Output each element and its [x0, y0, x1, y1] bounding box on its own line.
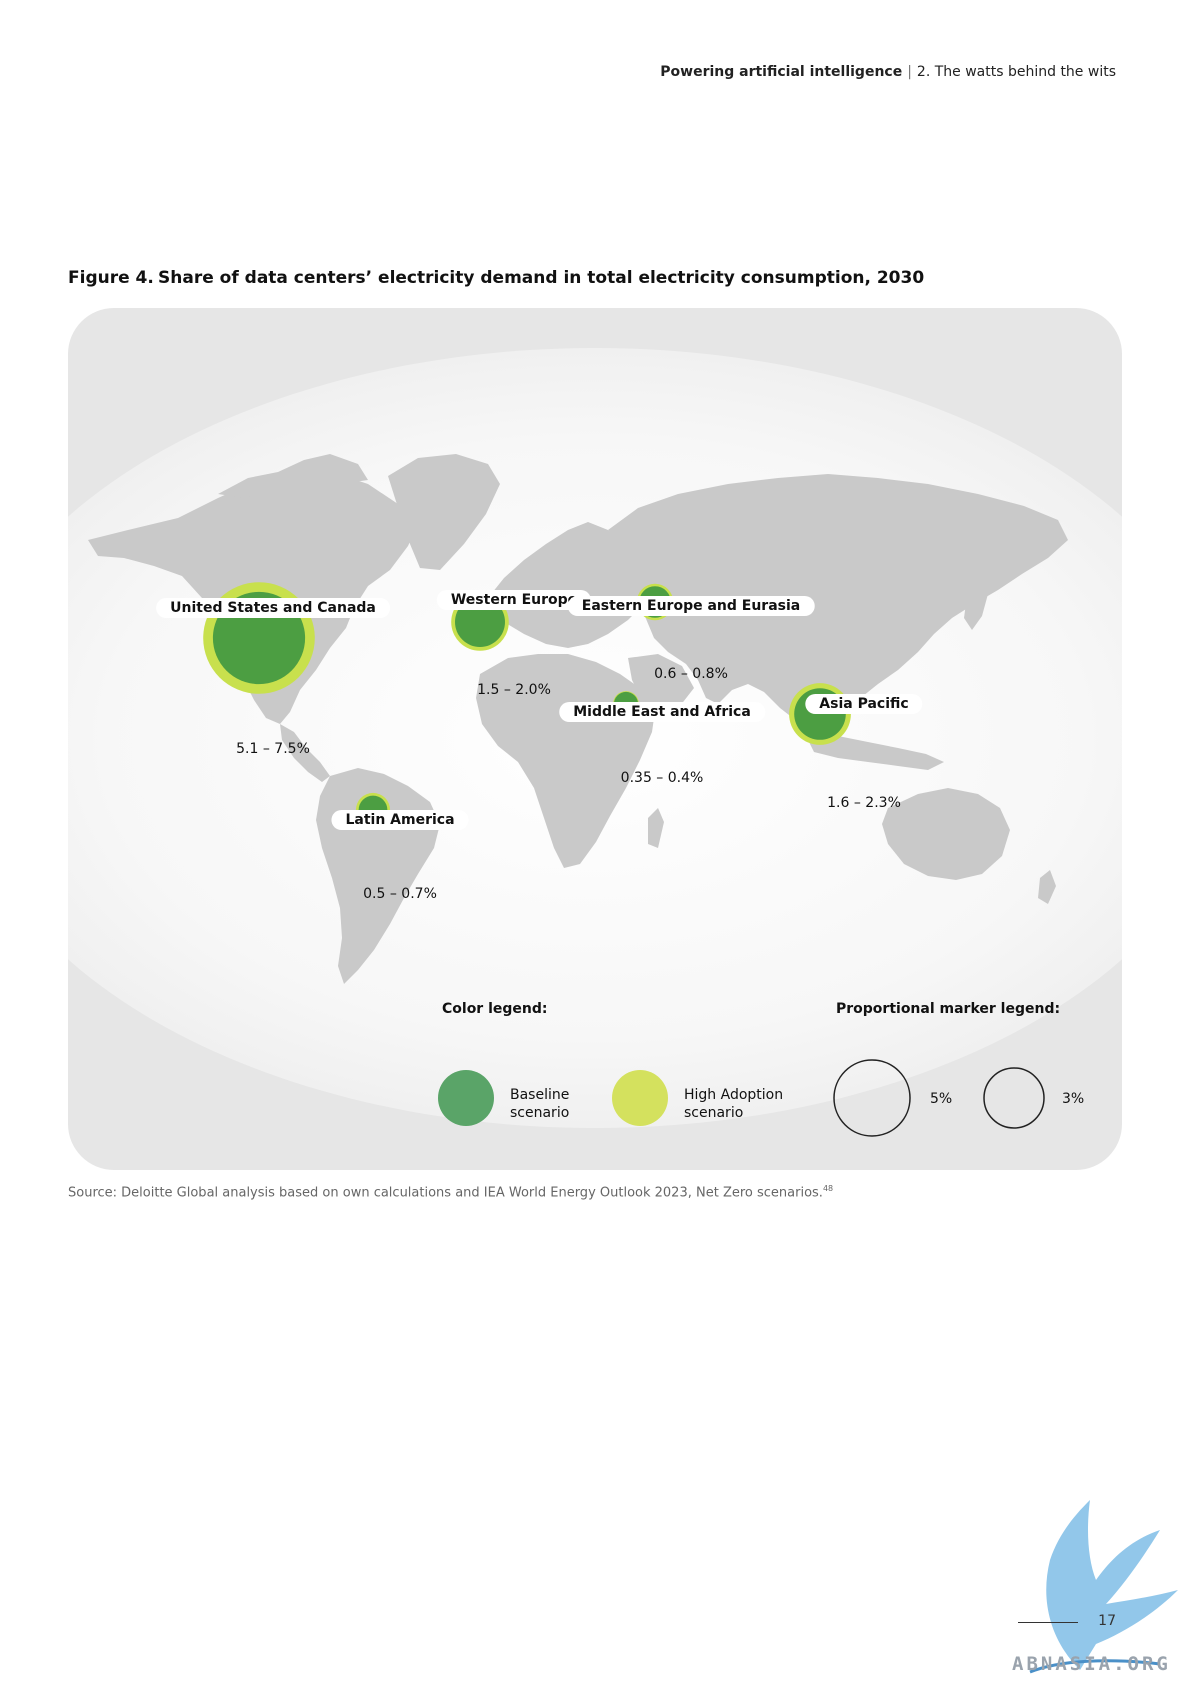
source-text: Source: Deloitte Global analysis based o…: [68, 1185, 823, 1201]
region-range-middle-east-africa: 0.35 – 0.4%: [620, 770, 704, 786]
region-label-latin-america: Latin America: [331, 810, 469, 830]
region-label-asia-pacific: Asia Pacific: [805, 694, 923, 714]
legend-high-adoption-marker: [612, 1070, 668, 1126]
legend-high-line2: scenario: [684, 1105, 744, 1121]
header-separator: |: [907, 64, 912, 80]
land-australia: [882, 788, 1010, 880]
region-label-middle-east-africa: Middle East and Africa: [559, 702, 765, 722]
land-greenland: [388, 454, 500, 570]
region-range-asia-pacific: 1.6 – 2.3%: [827, 795, 901, 811]
land-indonesia: [808, 736, 944, 770]
figure-number: Figure 4.: [68, 268, 154, 288]
legend-high-line1: High Adoption: [684, 1087, 784, 1103]
land-new-zealand: [1038, 870, 1056, 904]
legend-marker-3pct-label: 3%: [1062, 1091, 1085, 1107]
world-map: [68, 348, 1122, 1137]
legend-marker-5pct: [833, 1059, 911, 1137]
marker-legend-title: Proportional marker legend:: [836, 1001, 1061, 1017]
watermark-logo: [1029, 1500, 1178, 1674]
legend-marker-3pct: [983, 1067, 1045, 1129]
map-panel: United States and Canada 5.1 – 7.5% West…: [68, 308, 1122, 1170]
legend-baseline-marker: [438, 1070, 494, 1126]
land-madagascar: [648, 808, 664, 848]
legend-baseline-line2: scenario: [510, 1105, 570, 1121]
region-range-eastern-europe-eurasia: 0.6 – 0.8%: [654, 666, 728, 682]
source-footnote: 48: [822, 1184, 834, 1193]
region-label-western-europe: Western Europe: [436, 590, 592, 610]
report-title: Powering artificial intelligence: [660, 64, 903, 80]
region-range-latin-america: 0.5 – 0.7%: [363, 886, 437, 902]
section-title: 2. The watts behind the wits: [916, 64, 1116, 80]
legend-markers: [438, 1059, 1045, 1137]
region-range-western-europe: 1.5 – 2.0%: [477, 682, 551, 698]
land-europe: [488, 522, 648, 648]
watermark-text: ABNASIA.ORG: [1012, 1653, 1171, 1675]
legend-baseline-line1: Baseline: [510, 1087, 570, 1103]
source-note: Source: Deloitte Global analysis based o…: [68, 1184, 833, 1200]
land-central-america: [280, 724, 330, 782]
region-label-us-canada: United States and Canada: [156, 598, 390, 618]
page-rule: [1018, 1622, 1078, 1623]
color-legend-title: Color legend:: [442, 1001, 548, 1017]
running-header: Powering artificial intelligence | 2. The …: [660, 64, 1116, 80]
region-range-us-canada: 5.1 – 7.5%: [236, 741, 310, 757]
figure-title: Figure 4. Share of data centers’ electric…: [68, 268, 924, 288]
region-label-eastern-europe-eurasia: Eastern Europe and Eurasia: [567, 596, 815, 616]
land-asia: [608, 474, 1068, 724]
legend-marker-5pct-label: 5%: [930, 1091, 953, 1107]
legend-baseline-label: Baseline scenario: [510, 1086, 569, 1122]
land-arabia: [628, 654, 694, 714]
page-number: 17: [1098, 1613, 1116, 1629]
land-arctic-islands: [218, 454, 368, 498]
figure-caption: Share of data centers’ electricity deman…: [158, 268, 925, 288]
land-japan: [964, 578, 988, 630]
legend-high-label: High Adoption scenario: [684, 1086, 783, 1122]
